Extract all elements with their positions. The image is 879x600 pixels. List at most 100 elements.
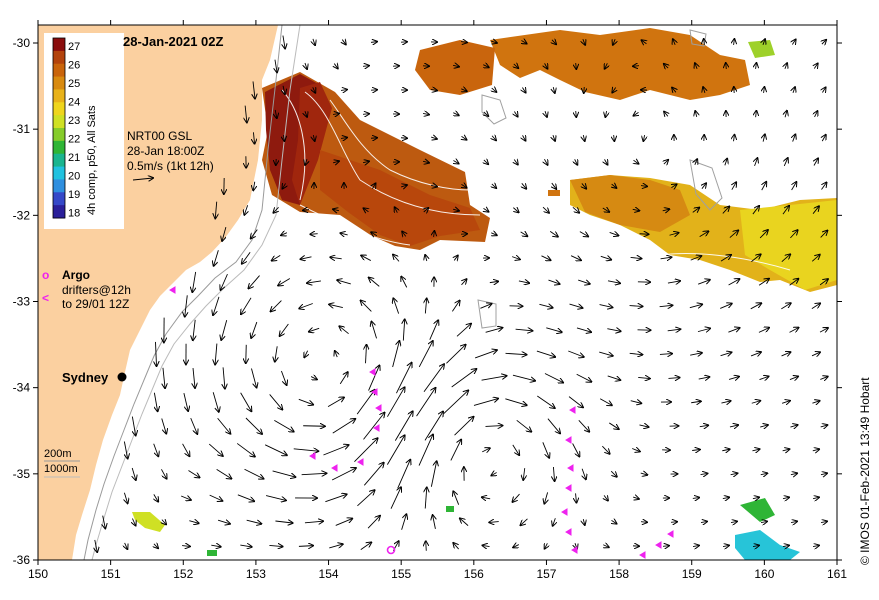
velocity-arrow — [512, 444, 519, 455]
drifter-legend-line2: to 29/01 12Z — [62, 297, 129, 311]
velocity-arrow — [185, 295, 188, 316]
velocity-arrow — [599, 351, 613, 356]
velocity-arrow — [363, 413, 385, 440]
velocity-arrow — [572, 443, 580, 456]
velocity-arrow — [418, 434, 433, 466]
velocity-arrow — [354, 438, 377, 463]
velocity-arrow — [660, 257, 672, 259]
x-axis: 150 151 152 153 154 155 156 157 158 159 160 161 — [28, 20, 847, 581]
velocity-arrow — [425, 487, 427, 509]
drifter-symbol — [357, 458, 364, 466]
velocity-arrow — [340, 90, 347, 91]
colorbar-swatch — [53, 128, 65, 142]
drifter-symbol — [569, 406, 576, 414]
bathymetry-200m — [83, 25, 283, 560]
velocity-arrow — [790, 521, 797, 522]
velocity-arrow — [734, 135, 735, 142]
seamount-contour — [481, 94, 507, 125]
velocity-arrow — [162, 520, 166, 525]
velocity-arrow — [433, 515, 436, 529]
velocity-arrow — [446, 345, 465, 364]
velocity-arrow — [820, 425, 828, 427]
velocity-arrow — [755, 158, 758, 167]
velocity-arrow — [725, 159, 727, 166]
drifter-tracks — [169, 286, 674, 559]
velocity-arrow — [756, 63, 757, 70]
velocity-arrow — [323, 445, 348, 456]
velocity-arrow — [634, 112, 639, 115]
scale-arrow — [132, 178, 153, 180]
velocity-arrow — [215, 343, 217, 365]
velocity-arrow — [264, 444, 287, 455]
velocity-arrow — [132, 467, 136, 480]
sst-patch-east-yellow — [740, 200, 837, 290]
velocity-arrow — [634, 160, 639, 163]
velocity-arrow — [221, 273, 228, 290]
velocity-arrow — [244, 468, 264, 478]
velocity-arrow — [756, 111, 757, 118]
velocity-arrow — [505, 398, 526, 405]
sst-colorbar: 27 26 25 24 23 22 21 20 19 18 4h comp, p50, All Sa… — [44, 33, 124, 229]
velocity-arrow — [491, 41, 497, 43]
velocity-arrow — [335, 519, 353, 526]
velocity-arrow — [734, 39, 735, 46]
velocity-arrow — [545, 543, 548, 548]
velocity-arrow — [329, 544, 342, 548]
velocity-arrow — [542, 442, 549, 457]
velocity-arrow — [154, 494, 158, 501]
sst-patch-se-green — [740, 498, 775, 522]
x-tick-label: 160 — [754, 567, 774, 581]
velocity-arrow — [690, 256, 702, 261]
velocity-arrow — [789, 279, 799, 286]
sst-patch-small2 — [446, 506, 454, 512]
velocity-arrow — [811, 255, 820, 262]
velocity-arrow — [485, 426, 503, 427]
velocity-arrow — [728, 279, 740, 286]
velocity-arrow — [599, 398, 612, 405]
velocity-arrow — [305, 111, 307, 117]
velocity-arrow — [518, 281, 529, 283]
velocity-arrow — [182, 546, 190, 547]
velocity-arrow — [278, 278, 291, 285]
velocity-arrow — [269, 394, 283, 409]
velocity-arrow — [782, 497, 789, 498]
velocity-arrow — [394, 411, 412, 441]
map-title: 28-Jan-2021 02Z — [123, 34, 224, 49]
velocity-arrow — [600, 256, 611, 259]
velocity-arrow — [416, 388, 436, 417]
velocity-arrow — [699, 231, 709, 237]
velocity-arrow — [789, 328, 799, 333]
x-tick-label: 158 — [609, 567, 629, 581]
colorbar-swatch — [53, 153, 65, 168]
velocity-arrow — [454, 417, 474, 436]
velocity-arrow — [329, 304, 343, 307]
velocity-arrow — [242, 252, 251, 263]
velocity-arrow — [692, 545, 699, 546]
velocity-arrow — [667, 329, 681, 331]
velocity-arrow — [180, 496, 191, 500]
velocity-arrow — [602, 445, 609, 454]
y-tick-label: -31 — [13, 122, 31, 136]
velocity-arrow — [183, 392, 188, 411]
velocity-arrow — [390, 487, 401, 509]
velocity-arrow — [357, 490, 374, 507]
velocity-arrow — [630, 257, 642, 258]
velocity-arrow — [307, 281, 322, 283]
velocity-arrow — [822, 87, 825, 92]
sst-patch-north — [490, 28, 750, 100]
velocity-arrow — [275, 346, 277, 361]
velocity-arrow — [751, 254, 760, 262]
velocity-arrow — [760, 521, 767, 522]
velocity-arrow — [275, 59, 277, 73]
velocity-arrow — [576, 327, 591, 332]
bathymetry-legend-1000m: 1000m — [44, 463, 78, 475]
velocity-arrow — [453, 491, 460, 505]
velocity-arrow — [789, 376, 798, 379]
velocity-arrow — [223, 367, 225, 388]
colorbar-label: 18 — [68, 208, 80, 220]
velocity-arrow — [575, 159, 578, 164]
velocity-arrow — [552, 40, 556, 44]
velocity-arrow — [371, 232, 378, 235]
velocity-arrow — [578, 420, 589, 431]
x-tick-label: 159 — [682, 567, 702, 581]
